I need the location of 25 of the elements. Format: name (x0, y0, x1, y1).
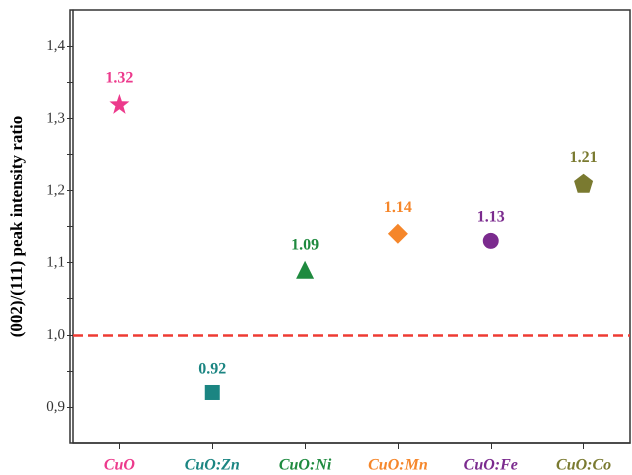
x-tick-label: CuO:Co (556, 456, 612, 474)
data-label: 1.09 (291, 236, 320, 254)
x-tick-label: CuO:Fe (464, 456, 518, 474)
data-label: 0.92 (198, 360, 226, 378)
y-tick-label: 1,1 (46, 254, 65, 271)
y-axis-title: (002)/(111) peak intensity ratio (7, 116, 26, 338)
x-tick-label: CuO (104, 456, 136, 474)
y-tick-label: 1,2 (46, 182, 65, 198)
point (204, 384, 220, 400)
y-tick-label: 1,0 (46, 326, 65, 343)
x-tick-label: CuO:Zn (184, 456, 240, 474)
y-tick-label: 1,3 (46, 110, 65, 126)
point (574, 174, 594, 193)
data-label: 1.14 (384, 199, 412, 216)
data-label: 1.32 (105, 69, 134, 86)
point (388, 224, 408, 244)
point (482, 232, 499, 249)
y-tick-label: 1,4 (46, 38, 66, 54)
y-tick-label: 0,9 (46, 398, 65, 415)
point (109, 94, 130, 114)
point (296, 260, 314, 279)
data-label: 1.21 (570, 149, 598, 166)
data-label: 1.13 (476, 208, 505, 226)
x-tick-label: CuO:Ni (278, 456, 332, 474)
x-tick-label: CuO:Mn (368, 456, 428, 474)
